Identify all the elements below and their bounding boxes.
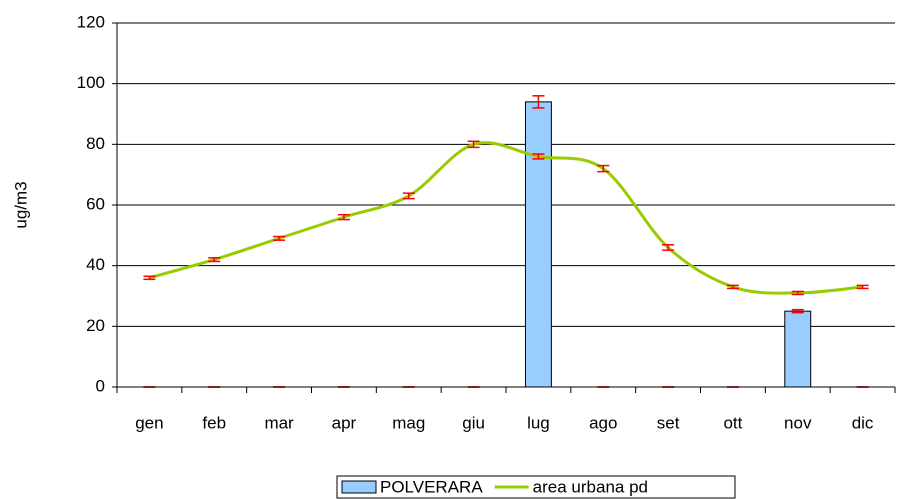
y-tick-label: 60: [86, 194, 105, 213]
bar: [524, 101, 552, 388]
x-tick-label: set: [657, 413, 680, 432]
x-tick-label: mar: [264, 413, 294, 432]
error-bar: [208, 257, 221, 263]
error-bar: [791, 290, 804, 296]
error-bar: [726, 284, 739, 290]
error-bar: [337, 213, 350, 221]
error-bar: [467, 140, 480, 149]
error-bar: [143, 275, 156, 281]
error-bar: [402, 192, 415, 200]
y-tick-label: 0: [96, 376, 105, 395]
legend-swatch: [341, 480, 377, 494]
x-tick-label: gen: [135, 413, 163, 432]
x-tick-label: lug: [527, 413, 550, 432]
error-bar: [597, 164, 610, 173]
line: [149, 141, 863, 295]
error-bar: [532, 95, 545, 109]
x-tick-label: nov: [784, 413, 812, 432]
x-tick-label: feb: [202, 413, 226, 432]
error-bar: [856, 284, 869, 290]
x-tick-label: apr: [332, 413, 357, 432]
bar: [784, 310, 812, 388]
y-axis-label: ug/m3: [11, 181, 30, 228]
x-tick-label: ago: [589, 413, 617, 432]
y-tick-label: 80: [86, 134, 105, 153]
x-tick-label: giu: [462, 413, 485, 432]
error-bar: [662, 243, 675, 251]
y-tick-label: 120: [77, 12, 105, 31]
y-tick-label: 100: [77, 73, 105, 92]
legend-label: POLVERARA: [380, 477, 483, 496]
x-tick-label: ott: [723, 413, 742, 432]
error-bar: [791, 308, 804, 314]
legend-label: area urbana pd: [533, 477, 648, 496]
x-tick-label: dic: [852, 413, 874, 432]
error-bar: [532, 153, 545, 160]
y-tick-label: 40: [86, 255, 105, 274]
x-tick-label: mag: [392, 413, 425, 432]
legend-box: [336, 475, 736, 499]
error-bar: [273, 235, 286, 241]
y-tick-label: 20: [86, 316, 105, 335]
